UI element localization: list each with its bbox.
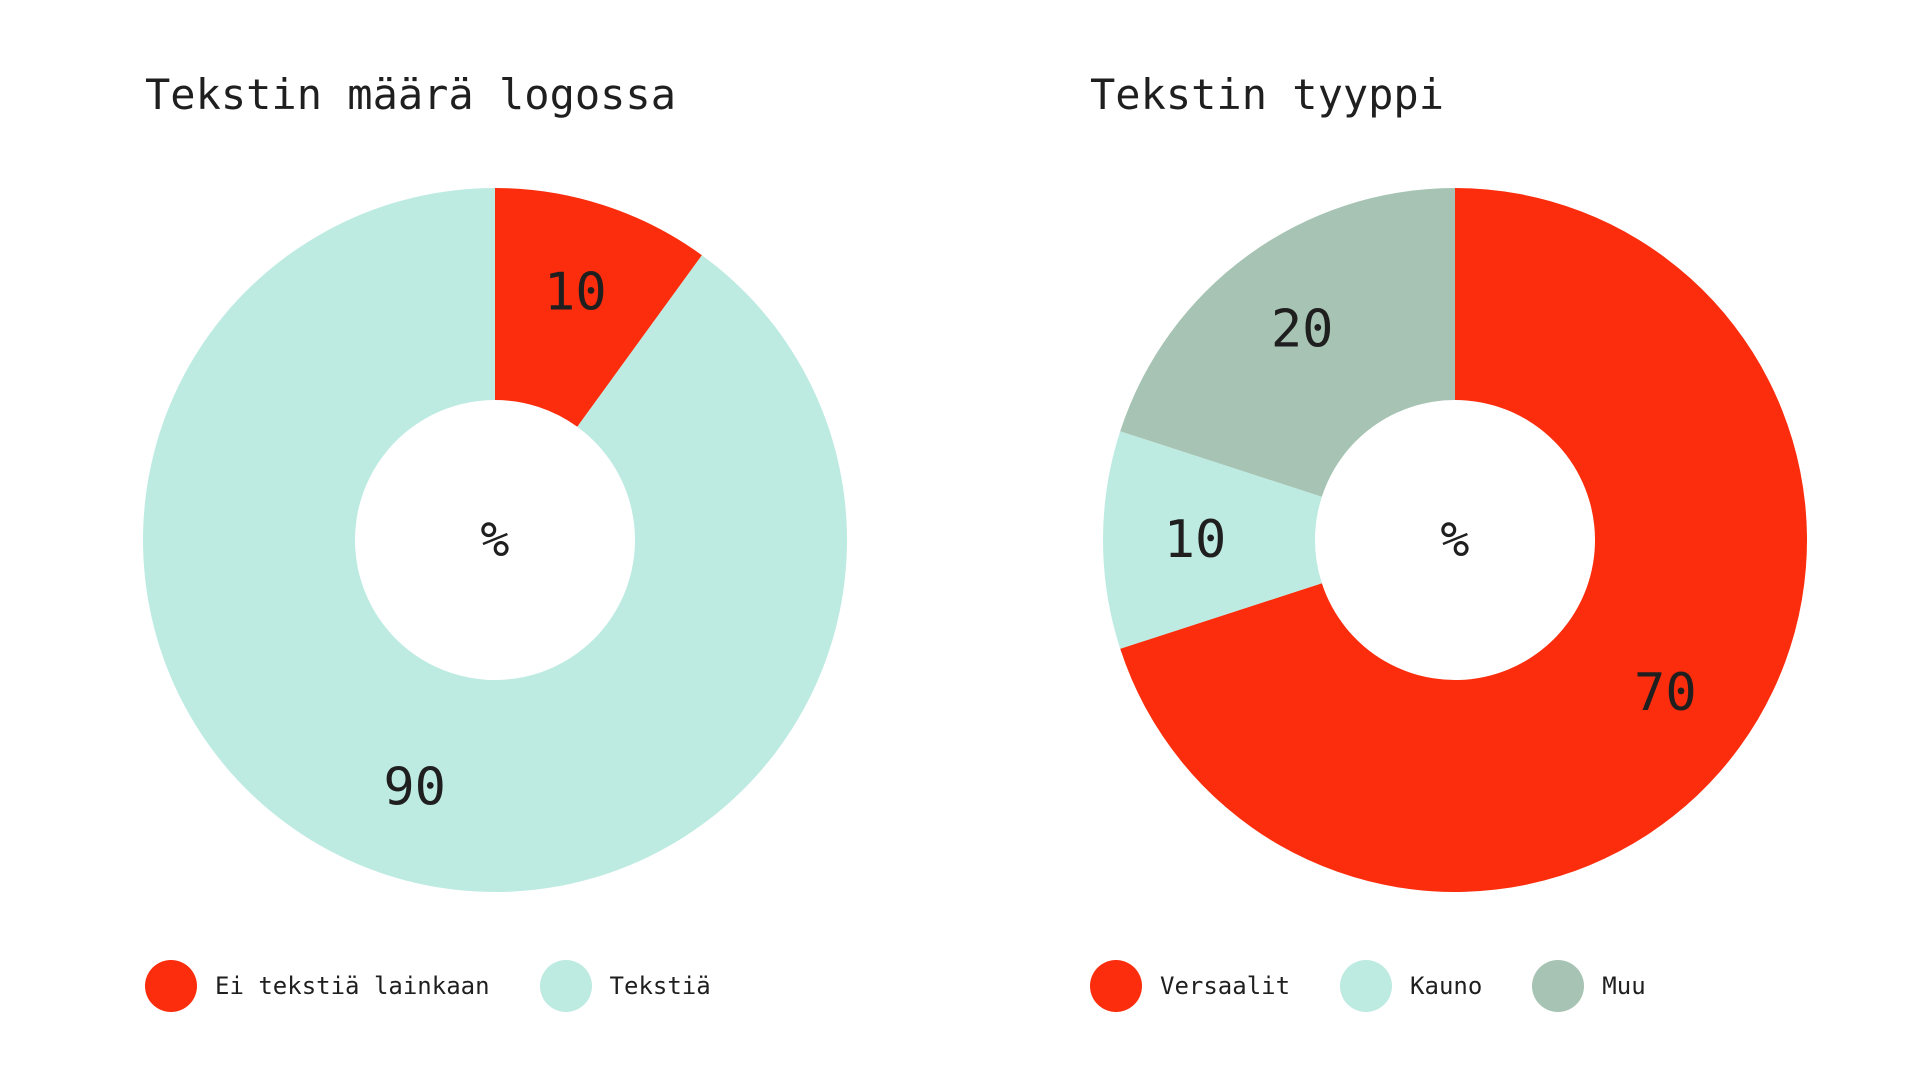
legend-swatch (1532, 960, 1585, 1012)
legend-item: Kauno (1340, 960, 1482, 1012)
legend-label: Tekstiä (609, 972, 711, 1000)
legend-label: Ei tekstiä lainkaan (215, 972, 490, 1000)
legend-item: Muu (1532, 960, 1646, 1012)
legend-label: Versaalit (1160, 972, 1291, 1000)
legend-swatch (539, 960, 592, 1012)
legend-item: Versaalit (1090, 960, 1290, 1012)
donut-slice (1120, 188, 1807, 893)
center-unit-label: % (481, 512, 510, 568)
legend-item: Ei tekstiä lainkaan (145, 960, 490, 1012)
donut-chart: 70 10 20% (1103, 188, 1807, 893)
slice-value-label: 10 (544, 263, 607, 323)
slice-value-label: 70 (1634, 663, 1697, 723)
donut-slice (1120, 188, 1455, 497)
legend-label: Muu (1602, 972, 1646, 1000)
legend: Ei tekstiä lainkaan Tekstiä (145, 960, 761, 1012)
donut-slice (495, 188, 702, 427)
slice-value-label: 90 (383, 757, 446, 817)
donut-chart: 10 90% (142, 188, 847, 893)
legend-item: Tekstiä (539, 960, 711, 1012)
legend-swatch (145, 960, 197, 1012)
legend-swatch (1340, 960, 1393, 1012)
slice-value-label: 10 (1164, 510, 1227, 570)
legend: Versaalit Kauno Muu (1090, 960, 1696, 1012)
chart-panel-text-type: Tekstin tyyppi 70 10 20% Versaalit Kauno M… (960, 0, 1920, 1080)
chart-panel-text-amount: Tekstin määrä logossa 10 90% Ei tekstiä l… (142, 70, 847, 1012)
legend-swatch (1090, 960, 1142, 1012)
donut-slice (1103, 431, 1322, 649)
donut-slice (142, 188, 847, 893)
center-unit-label: % (1441, 512, 1470, 568)
slice-value-label: 20 (1271, 300, 1334, 360)
legend-label: Kauno (1410, 972, 1483, 1000)
chart-title: Tekstin tyyppi (1090, 70, 1445, 119)
chart-title: Tekstin määrä logossa (145, 70, 677, 119)
